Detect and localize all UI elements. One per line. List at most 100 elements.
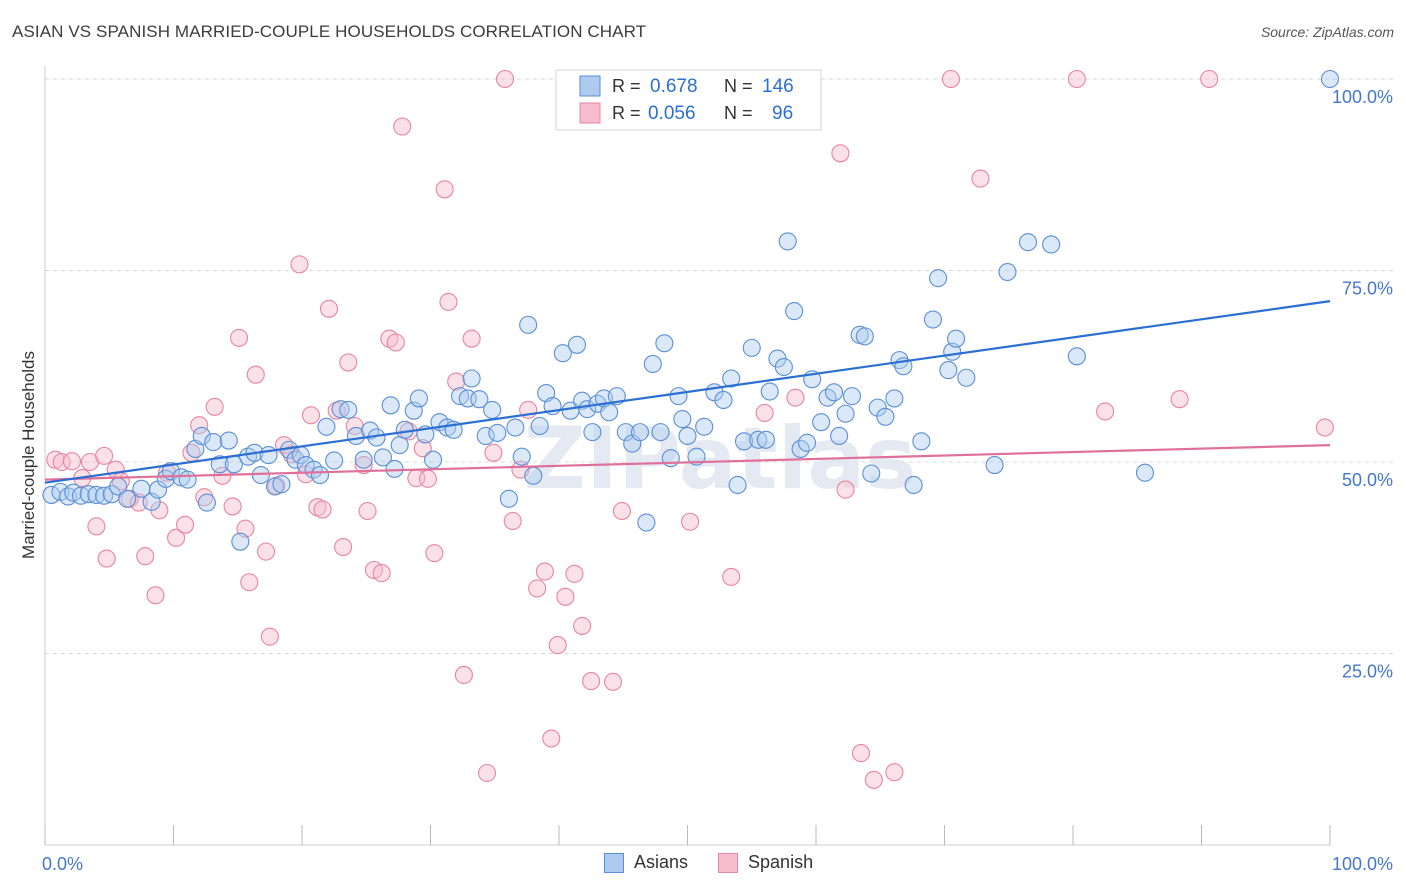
- asians-point[interactable]: [830, 426, 849, 446]
- spanish-point[interactable]: [358, 501, 377, 521]
- spanish-point[interactable]: [1315, 418, 1334, 437]
- spanish-point[interactable]: [447, 372, 466, 391]
- spanish-point[interactable]: [146, 586, 165, 605]
- asians-point[interactable]: [310, 465, 330, 485]
- spanish-point[interactable]: [256, 542, 276, 561]
- asians-point[interactable]: [385, 459, 404, 478]
- spanish-point[interactable]: [462, 329, 481, 348]
- asians-point[interactable]: [409, 389, 428, 408]
- spanish-point[interactable]: [535, 562, 554, 581]
- asians-point[interactable]: [79, 485, 98, 504]
- asians-point[interactable]: [361, 421, 380, 440]
- asians-point[interactable]: [734, 432, 754, 451]
- spanish-point[interactable]: [129, 493, 148, 512]
- asians-point[interactable]: [812, 413, 831, 432]
- asians-point[interactable]: [728, 475, 747, 495]
- spanish-point[interactable]: [941, 69, 960, 89]
- spanish-point[interactable]: [260, 627, 279, 646]
- spanish-point[interactable]: [435, 180, 454, 199]
- asians-point[interactable]: [95, 486, 114, 505]
- asians-point[interactable]: [714, 390, 733, 410]
- asians-point[interactable]: [192, 426, 211, 446]
- asians-point[interactable]: [488, 423, 507, 442]
- asians-point[interactable]: [325, 451, 344, 470]
- asians-point[interactable]: [678, 426, 697, 446]
- spanish-point[interactable]: [681, 512, 700, 531]
- spanish-point[interactable]: [831, 144, 850, 163]
- asians-point[interactable]: [118, 489, 137, 508]
- spanish-point[interactable]: [971, 169, 990, 188]
- asians-point[interactable]: [317, 417, 336, 436]
- asians-point[interactable]: [553, 344, 572, 363]
- asians-point[interactable]: [524, 466, 543, 485]
- spanish-point[interactable]: [484, 443, 503, 462]
- spanish-point[interactable]: [319, 299, 339, 318]
- asians-point[interactable]: [749, 430, 768, 449]
- asians-point[interactable]: [354, 450, 373, 469]
- asians-point[interactable]: [339, 400, 358, 419]
- asians-point[interactable]: [1067, 347, 1086, 366]
- asians-point[interactable]: [939, 361, 958, 380]
- spanish-point[interactable]: [425, 544, 444, 563]
- asians-point[interactable]: [424, 450, 443, 469]
- asians-point[interactable]: [506, 418, 525, 437]
- asians-point[interactable]: [673, 410, 692, 429]
- spanish-point[interactable]: [454, 665, 473, 684]
- spanish-point[interactable]: [495, 69, 515, 89]
- spanish-point[interactable]: [556, 587, 575, 606]
- asians-point[interactable]: [530, 416, 549, 436]
- spanish-point[interactable]: [1170, 390, 1189, 409]
- asians-point[interactable]: [904, 475, 923, 495]
- asians-point[interactable]: [836, 404, 855, 423]
- spanish-point[interactable]: [190, 416, 209, 435]
- asians-point[interactable]: [499, 489, 518, 508]
- asians-point[interactable]: [470, 390, 489, 409]
- asians-point[interactable]: [842, 387, 862, 406]
- asians-point[interactable]: [695, 417, 714, 436]
- asians-point[interactable]: [774, 357, 793, 377]
- asians-point[interactable]: [197, 493, 216, 512]
- spanish-point[interactable]: [95, 446, 114, 465]
- spanish-point[interactable]: [334, 537, 353, 557]
- spanish-point[interactable]: [290, 255, 309, 274]
- asians-point[interactable]: [760, 382, 779, 401]
- spanish-point[interactable]: [87, 517, 106, 536]
- spanish-point[interactable]: [755, 403, 774, 423]
- asians-point[interactable]: [231, 532, 250, 551]
- asians-point[interactable]: [616, 423, 635, 442]
- spanish-point[interactable]: [836, 480, 855, 499]
- spanish-point[interactable]: [372, 564, 391, 583]
- asians-point[interactable]: [912, 432, 931, 451]
- asians-point[interactable]: [204, 433, 223, 452]
- asians-point[interactable]: [390, 436, 409, 455]
- asians-point[interactable]: [651, 423, 670, 442]
- asians-point[interactable]: [583, 423, 602, 442]
- spanish-point[interactable]: [503, 511, 522, 531]
- asians-point[interactable]: [1042, 235, 1061, 254]
- asians-point[interactable]: [381, 396, 400, 415]
- asians-point[interactable]: [395, 420, 414, 439]
- asians-point[interactable]: [637, 513, 656, 532]
- spanish-point[interactable]: [1200, 69, 1219, 89]
- spanish-point[interactable]: [573, 616, 592, 635]
- spanish-point[interactable]: [885, 763, 904, 782]
- asians-point[interactable]: [476, 426, 495, 446]
- asians-point[interactable]: [331, 400, 350, 419]
- asians-point[interactable]: [178, 470, 197, 489]
- asians-point[interactable]: [462, 369, 481, 388]
- spanish-point[interactable]: [205, 397, 224, 416]
- spanish-point[interactable]: [301, 406, 321, 425]
- spanish-point[interactable]: [354, 456, 373, 475]
- asians-point[interactable]: [957, 368, 976, 387]
- asians-point[interactable]: [219, 431, 238, 450]
- spanish-point[interactable]: [851, 744, 871, 763]
- asians-point[interactable]: [923, 310, 942, 329]
- asians-point[interactable]: [483, 400, 502, 419]
- spanish-point[interactable]: [439, 292, 458, 311]
- spanish-point[interactable]: [413, 439, 432, 458]
- asians-point[interactable]: [985, 456, 1004, 475]
- spanish-point[interactable]: [97, 549, 116, 568]
- asians-point[interactable]: [567, 335, 587, 354]
- spanish-point[interactable]: [1096, 402, 1115, 421]
- spanish-point[interactable]: [393, 117, 412, 136]
